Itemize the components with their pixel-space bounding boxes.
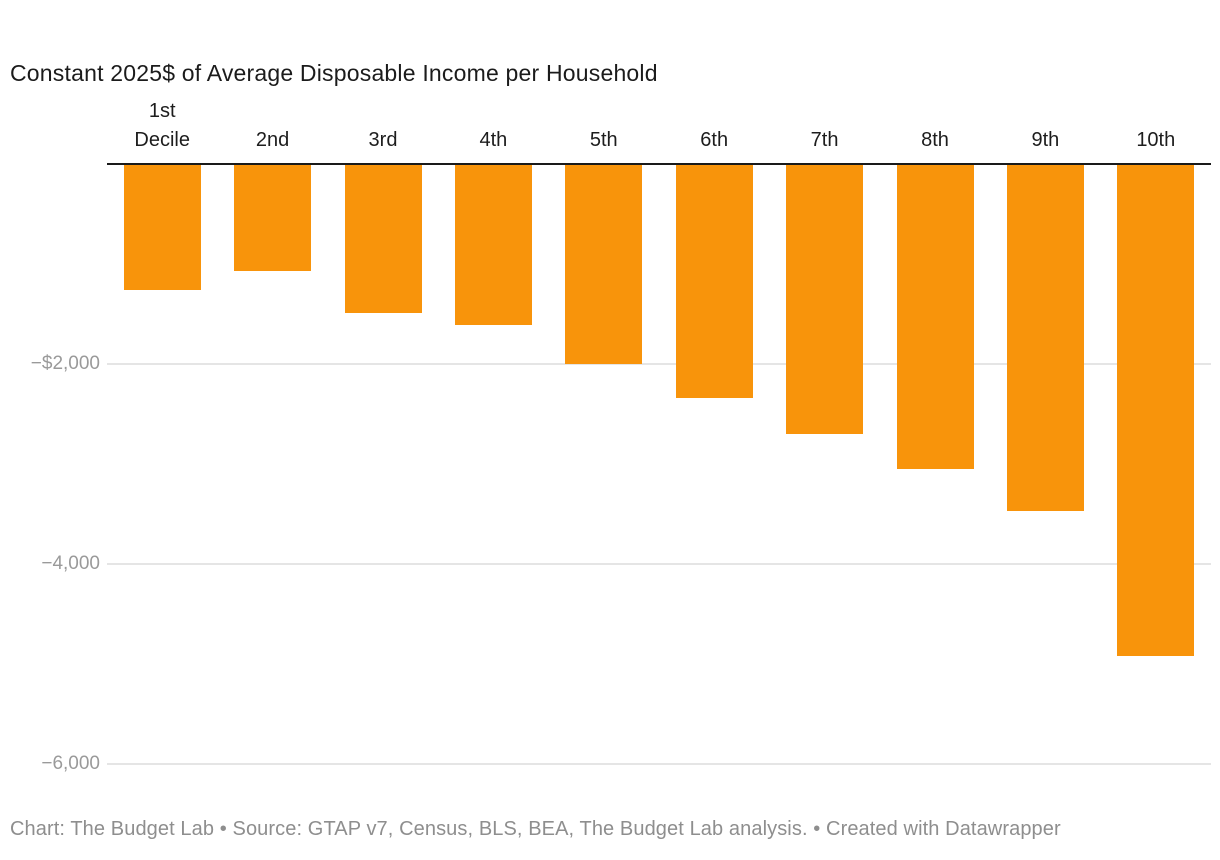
x-tick-label-6th: 6th <box>700 129 729 151</box>
y-tick-label-6000: −6,000 <box>41 753 100 774</box>
bar-6th <box>675 165 753 398</box>
bar-2nd <box>234 165 312 271</box>
x-tick-label-5th: 5th <box>589 129 618 151</box>
x-tick-label-2nd: 2nd <box>255 129 290 151</box>
bar-8th <box>896 165 974 469</box>
x-tick-label-1st-decile: 1st Decile <box>134 100 190 151</box>
y-tick-label-2000: −$2,000 <box>30 353 100 374</box>
x-tick-label-8th: 8th <box>921 129 949 151</box>
x-tick-label-4th: 4th <box>479 129 508 151</box>
bar-7th <box>786 165 864 434</box>
bar-4th <box>454 165 532 325</box>
y-gridline-6000 <box>107 763 1211 765</box>
bar-3rd <box>344 165 422 313</box>
x-axis-zero-line <box>107 163 1211 165</box>
bar-10th <box>1117 165 1195 656</box>
chart-title: Constant 2025$ of Average Disposable Inc… <box>10 60 658 87</box>
bar-1st-decile <box>123 165 201 290</box>
y-tick-label-4000: −4,000 <box>41 553 100 574</box>
x-tick-label-9th: 9th <box>1031 129 1060 151</box>
y-gridline-2000 <box>107 363 1211 365</box>
chart-footer: Chart: The Budget Lab • Source: GTAP v7,… <box>10 818 1061 840</box>
bar-5th <box>565 165 643 364</box>
x-tick-label-7th: 7th <box>810 129 839 151</box>
y-gridline-4000 <box>107 563 1211 565</box>
x-tick-label-3rd: 3rd <box>368 129 398 151</box>
x-tick-label-10th: 10th <box>1136 129 1176 151</box>
bar-9th <box>1006 165 1084 511</box>
